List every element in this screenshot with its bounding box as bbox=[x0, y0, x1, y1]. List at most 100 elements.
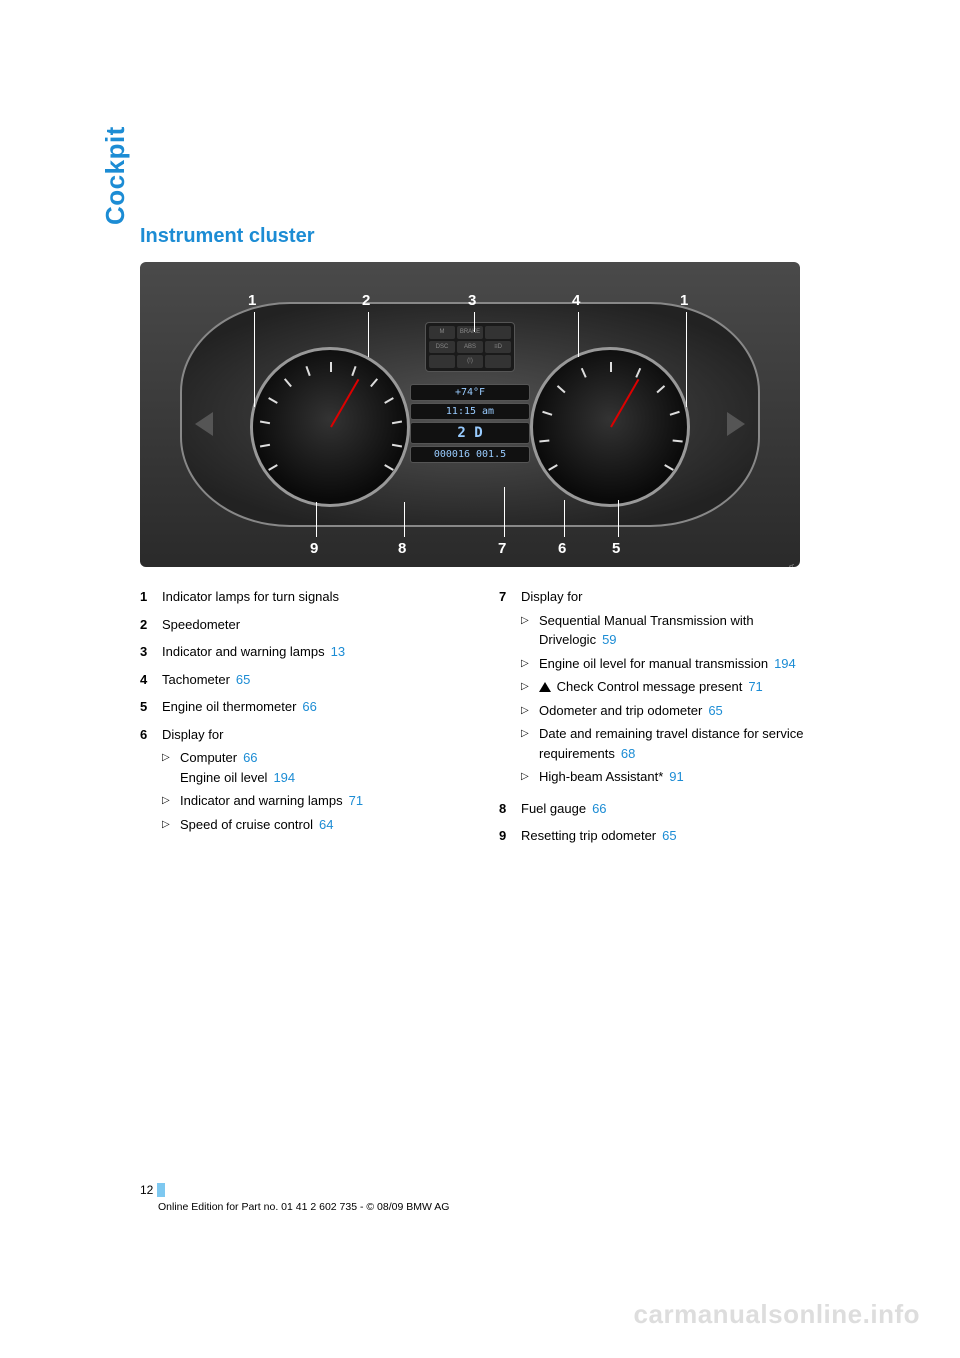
triangle-bullet-icon: ▷ bbox=[521, 654, 539, 674]
legend-item-body: Resetting trip odometer65 bbox=[521, 826, 830, 846]
legend-item: 7Display for▷Sequential Manual Transmiss… bbox=[499, 587, 830, 791]
legend-item: 5Engine oil thermometer 66 bbox=[140, 697, 471, 717]
legend-sub-text: High-beam Assistant bbox=[539, 769, 658, 784]
legend-item: 6Display for▷Computer66Engine oil level1… bbox=[140, 725, 471, 839]
legend-sub-body: Indicator and warning lamps 71 bbox=[180, 791, 471, 811]
page-content: Instrument cluster MBRAKE DSCABS≡D (!) +… bbox=[140, 225, 830, 854]
legend-sub-body: Speed of cruise control 64 bbox=[180, 815, 471, 835]
legend-item: 4Tachometer 65 bbox=[140, 670, 471, 690]
legend-item-number: 3 bbox=[140, 642, 162, 662]
legend-sub-item: ▷Speed of cruise control 64 bbox=[162, 815, 471, 835]
legend-sub-item: ▷Indicator and warning lamps71 bbox=[162, 791, 471, 811]
legend-item-number: 7 bbox=[499, 587, 521, 791]
triangle-bullet-icon: ▷ bbox=[521, 677, 539, 697]
legend-sub-body: Sequential Manual Transmission with Driv… bbox=[539, 611, 830, 650]
legend-sub-text: Check Control message present bbox=[557, 679, 743, 694]
callout-1-top-right: 1 bbox=[680, 292, 688, 309]
page-reference[interactable]: 65 bbox=[236, 672, 250, 687]
warning-lamp-panel: MBRAKE DSCABS≡D (!) bbox=[425, 322, 515, 372]
triangle-bullet-icon: ▷ bbox=[162, 815, 180, 835]
triangle-bullet-icon: ▷ bbox=[521, 724, 539, 763]
center-lcd: +74°F 11:15 am 2 D 000016 001.5 bbox=[410, 382, 530, 465]
callout-1-top-left: 1 bbox=[248, 292, 256, 309]
legend-columns: 1Indicator lamps for turn signals2Speedo… bbox=[140, 587, 830, 854]
callout-9: 9 bbox=[310, 540, 318, 557]
page-number-block bbox=[157, 1183, 165, 1197]
legend-item-number: 9 bbox=[499, 826, 521, 846]
legend-left-column: 1Indicator lamps for turn signals2Speedo… bbox=[140, 587, 471, 854]
warning-triangle-icon bbox=[539, 682, 551, 692]
legend-item-number: 8 bbox=[499, 799, 521, 819]
page-reference[interactable]: 91 bbox=[669, 769, 683, 784]
speedometer-gauge bbox=[250, 347, 410, 507]
page-reference[interactable]: 68 bbox=[621, 746, 635, 761]
legend-sub-body: Date and remaining travel distance for s… bbox=[539, 724, 830, 763]
page-reference[interactable]: 65 bbox=[708, 703, 722, 718]
callout-4: 4 bbox=[572, 292, 580, 309]
legend-item: 9Resetting trip odometer65 bbox=[499, 826, 830, 846]
legend-sub-body: Odometer and trip odometer 65 bbox=[539, 701, 830, 721]
legend-sub-item: ▷Sequential Manual Transmission with Dri… bbox=[521, 611, 830, 650]
legend-item-text: Engine oil thermometer bbox=[162, 699, 296, 714]
legend-item: 2Speedometer bbox=[140, 615, 471, 635]
legend-sub-body: High-beam Assistant* 91 bbox=[539, 767, 830, 787]
legend-item-text: Indicator and warning lamps bbox=[162, 644, 325, 659]
side-tab-cockpit: Cockpit bbox=[100, 126, 131, 225]
legend-item-text: Tachometer bbox=[162, 672, 230, 687]
legend-sub-text: Engine oil level bbox=[180, 770, 267, 785]
lcd-time: 11:15 am bbox=[410, 403, 530, 420]
legend-sub-text: Engine oil level for manual transmission bbox=[539, 656, 768, 671]
legend-sub-text: Odometer and trip odometer bbox=[539, 703, 702, 718]
legend-sub-item: ▷Odometer and trip odometer 65 bbox=[521, 701, 830, 721]
legend-sub-text: Indicator and warning lamps bbox=[180, 793, 343, 808]
triangle-bullet-icon: ▷ bbox=[162, 748, 180, 787]
legend-item-text: Speedometer bbox=[162, 617, 240, 632]
page-reference[interactable]: 65 bbox=[662, 828, 676, 843]
page-reference[interactable]: 13 bbox=[331, 644, 345, 659]
legend-sub-body: Engine oil level for manual transmission… bbox=[539, 654, 830, 674]
tachometer-gauge bbox=[530, 347, 690, 507]
callout-5: 5 bbox=[612, 540, 620, 557]
page-reference[interactable]: 64 bbox=[319, 817, 333, 832]
triangle-bullet-icon: ▷ bbox=[521, 767, 539, 787]
triangle-bullet-icon: ▷ bbox=[521, 701, 539, 721]
legend-item-number: 4 bbox=[140, 670, 162, 690]
legend-sub-text: Computer bbox=[180, 750, 237, 765]
legend-right-column: 7Display for▷Sequential Manual Transmiss… bbox=[499, 587, 830, 854]
instrument-cluster-figure: MBRAKE DSCABS≡D (!) +74°F 11:15 am 2 D 0… bbox=[140, 262, 800, 567]
page-reference[interactable]: 194 bbox=[774, 656, 796, 671]
triangle-bullet-icon: ▷ bbox=[521, 611, 539, 650]
legend-sub-text: Date and remaining travel distance for s… bbox=[539, 726, 803, 761]
legend-sub-text: Sequential Manual Transmission with Driv… bbox=[539, 613, 754, 648]
callout-7: 7 bbox=[498, 540, 506, 557]
page-reference[interactable]: 66 bbox=[243, 750, 257, 765]
callout-8: 8 bbox=[398, 540, 406, 557]
lcd-odo: 000016 001.5 bbox=[410, 446, 530, 463]
edition-line: Online Edition for Part no. 01 41 2 602 … bbox=[140, 1201, 830, 1213]
footnote-star-icon: * bbox=[658, 769, 663, 784]
legend-sub-item: ▷High-beam Assistant* 91 bbox=[521, 767, 830, 787]
watermark: carmanualsonline.info bbox=[634, 1299, 920, 1330]
page-reference[interactable]: 66 bbox=[302, 699, 316, 714]
legend-item-number: 5 bbox=[140, 697, 162, 717]
callout-3: 3 bbox=[468, 292, 476, 309]
turn-signal-right-icon bbox=[727, 412, 745, 436]
legend-item-body: Fuel gauge 66 bbox=[521, 799, 830, 819]
callout-2: 2 bbox=[362, 292, 370, 309]
legend-item-text: Indicator lamps for turn signals bbox=[162, 589, 339, 604]
legend-item: 3Indicator and warning lamps 13 bbox=[140, 642, 471, 662]
page-reference[interactable]: 194 bbox=[273, 770, 295, 785]
legend-item-body: Display for▷Computer66Engine oil level19… bbox=[162, 725, 471, 839]
page-reference[interactable]: 71 bbox=[748, 679, 762, 694]
legend-item-number: 6 bbox=[140, 725, 162, 839]
page-reference[interactable]: 71 bbox=[349, 793, 363, 808]
legend-sub-text: Speed of cruise control bbox=[180, 817, 313, 832]
legend-sub-body: Computer 66 Engine oil level 194 bbox=[180, 748, 471, 787]
legend-item-text: Fuel gauge bbox=[521, 801, 586, 816]
callout-6: 6 bbox=[558, 540, 566, 557]
lcd-gear: 2 D bbox=[410, 422, 530, 444]
legend-item-body: Tachometer 65 bbox=[162, 670, 471, 690]
legend-item-body: Indicator lamps for turn signals bbox=[162, 587, 471, 607]
page-reference[interactable]: 59 bbox=[602, 632, 616, 647]
page-reference[interactable]: 66 bbox=[592, 801, 606, 816]
